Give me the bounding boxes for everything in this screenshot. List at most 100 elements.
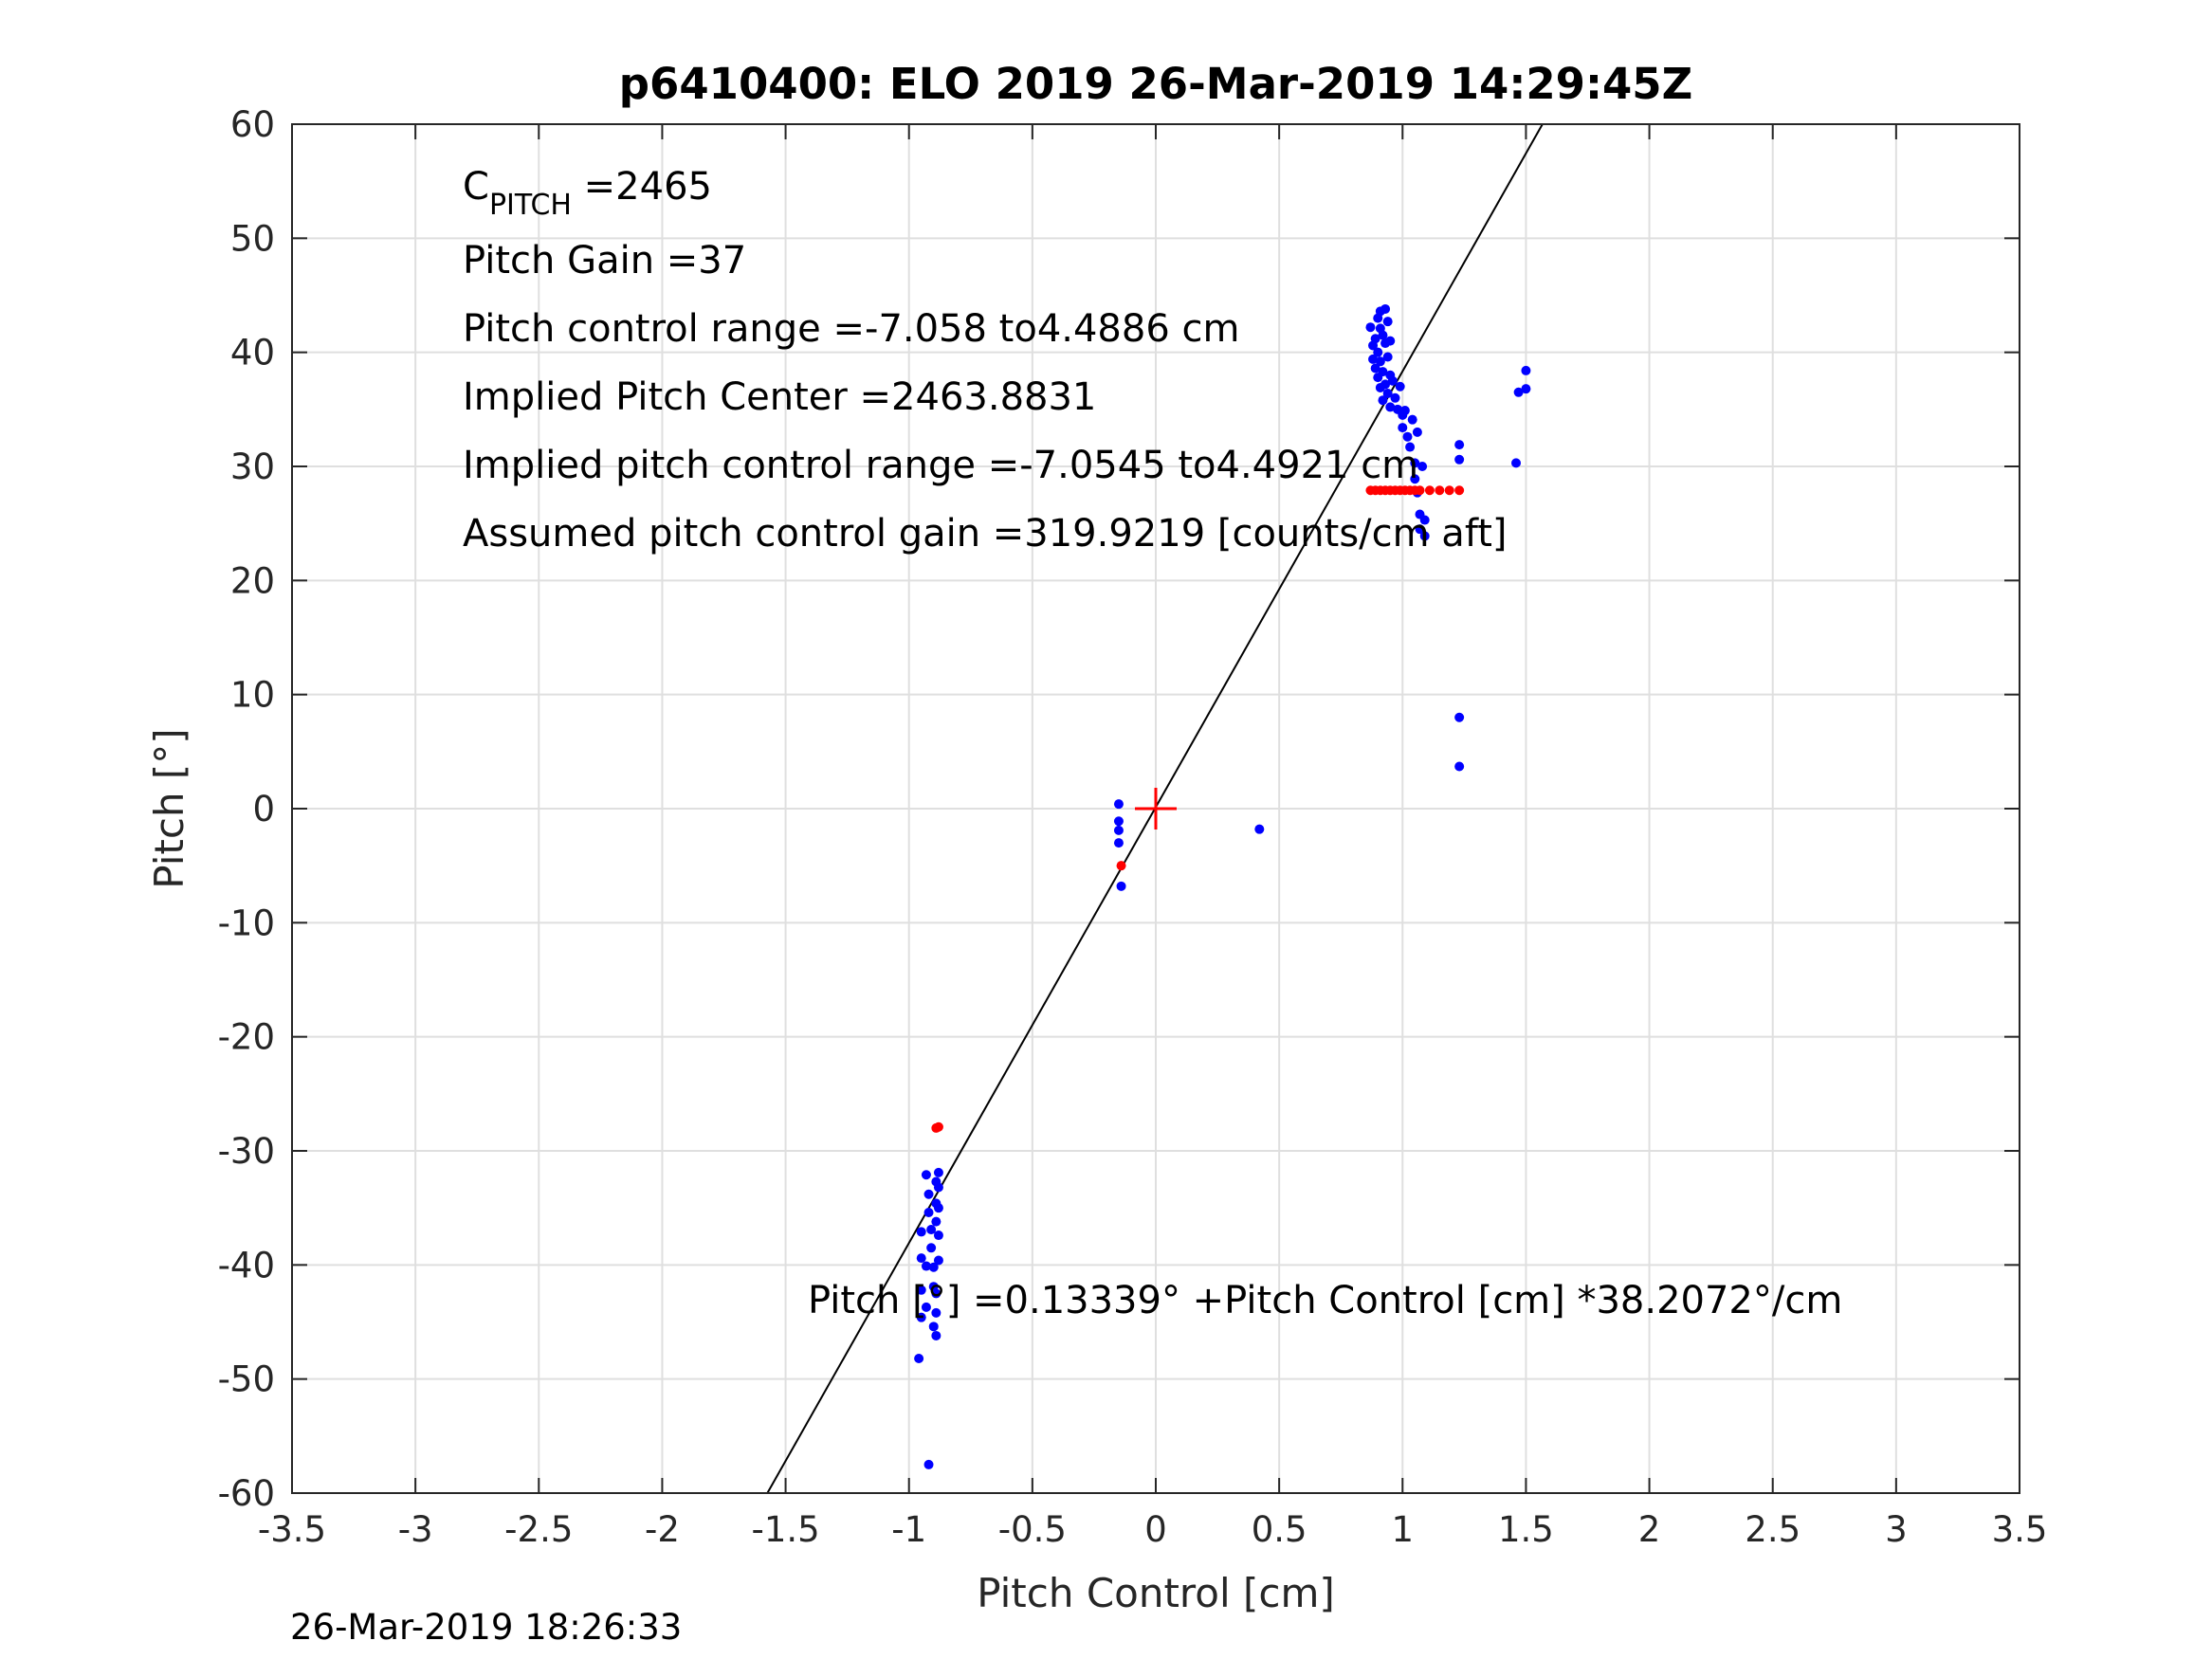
data-point-blue xyxy=(921,1261,931,1271)
data-point-blue xyxy=(1454,761,1465,772)
y-tick-labels: -60 -50 -40 -30 -20 -10 0 10 20 30 40 50 60 xyxy=(218,104,275,1514)
x-tick-label: 2 xyxy=(1638,1509,1661,1550)
y-tick-label: 30 xyxy=(230,447,275,487)
data-point-blue xyxy=(1378,395,1388,406)
data-point-blue xyxy=(923,1459,934,1469)
data-point-blue xyxy=(1454,454,1465,465)
y-tick-label: -30 xyxy=(218,1131,275,1172)
y-tick-label: 40 xyxy=(230,333,275,374)
data-point-blue xyxy=(1454,440,1465,450)
x-tick-labels: -3.5 -3 -2.5 -2 -1.5 -1 -0.5 0 0.5 1 1.5 2 2.5 3 3.5 xyxy=(258,1509,2048,1550)
data-point-blue xyxy=(1521,365,1531,375)
annotation-cpitch: CPITCH =2465 xyxy=(463,165,712,222)
data-point-blue xyxy=(931,1216,941,1227)
data-point-blue xyxy=(1370,363,1380,374)
data-point-blue xyxy=(923,1207,934,1217)
timestamp: 26-Mar-2019 18:26:33 xyxy=(290,1607,682,1648)
data-point-blue xyxy=(1378,367,1388,377)
data-point-blue xyxy=(933,1203,943,1213)
data-point-blue xyxy=(1380,379,1391,390)
center-marker xyxy=(1135,788,1177,830)
data-point-blue xyxy=(1395,381,1405,392)
data-point-blue xyxy=(1407,414,1417,425)
data-point-blue xyxy=(1382,388,1393,398)
x-axis-label: Pitch Control [cm] xyxy=(977,1570,1335,1616)
data-point-red xyxy=(1424,485,1435,496)
data-point-blue xyxy=(916,1253,926,1264)
annotation-implied-pitch-control-range: Implied pitch control range =-7.0545 to4… xyxy=(463,444,1418,487)
data-point-blue xyxy=(1399,406,1410,416)
data-point-red xyxy=(1435,485,1445,496)
data-point-blue xyxy=(1385,336,1396,346)
data-point-blue xyxy=(923,1189,934,1199)
data-point-blue xyxy=(1390,392,1400,403)
x-tick-label: -0.5 xyxy=(998,1509,1067,1550)
data-point-blue xyxy=(916,1312,926,1322)
x-tick-label: 0 xyxy=(1144,1509,1167,1550)
x-tick-label: 3.5 xyxy=(1992,1509,2048,1550)
data-point-blue xyxy=(1113,799,1124,810)
data-point-blue xyxy=(931,1307,941,1318)
annotation-cpitch-value: =2465 xyxy=(572,165,712,209)
data-point-blue xyxy=(1419,515,1430,525)
data-point-blue xyxy=(1365,322,1376,333)
annotation-assumed-gain: Assumed pitch control gain =319.9219 [co… xyxy=(463,512,1507,556)
y-tick-label: -20 xyxy=(218,1017,275,1058)
x-tick-label: -2.5 xyxy=(504,1509,573,1550)
data-point-blue xyxy=(921,1302,931,1312)
data-point-blue xyxy=(1370,334,1380,344)
data-point-blue xyxy=(1382,317,1393,327)
data-point-blue xyxy=(921,1170,931,1180)
y-tick-label: 60 xyxy=(230,104,275,145)
x-tick-label: 0.5 xyxy=(1252,1509,1307,1550)
data-points xyxy=(914,303,1531,1469)
data-point-blue xyxy=(931,1288,941,1299)
data-point-blue xyxy=(1415,524,1425,535)
data-point-blue xyxy=(1402,431,1413,442)
annotations: CPITCH =2465 Pitch Gain =37 Pitch contro… xyxy=(463,165,1842,1322)
data-point-blue xyxy=(914,1354,924,1364)
data-point-red xyxy=(1454,485,1465,496)
data-point-blue xyxy=(1513,387,1524,397)
data-point-blue xyxy=(1113,816,1124,827)
data-point-blue xyxy=(1113,838,1124,848)
data-point-blue xyxy=(1382,352,1393,362)
x-tick-label: 1.5 xyxy=(1498,1509,1554,1550)
y-tick-label: -50 xyxy=(218,1359,275,1400)
data-point-blue xyxy=(926,1243,937,1253)
data-point-blue xyxy=(1378,330,1388,340)
fit-equation: Pitch [°] =0.13339° +Pitch Control [cm] … xyxy=(808,1279,1842,1322)
data-point-blue xyxy=(1254,824,1265,834)
data-point-blue xyxy=(1387,375,1398,386)
x-tick-label: -3 xyxy=(398,1509,433,1550)
data-point-blue xyxy=(926,1225,937,1235)
data-point-blue xyxy=(916,1285,926,1295)
x-tick-label: -3.5 xyxy=(258,1509,326,1550)
data-point-blue xyxy=(931,1330,941,1340)
y-tick-label: 20 xyxy=(230,560,275,601)
data-point-blue xyxy=(933,1231,943,1241)
x-tick-label: -1 xyxy=(891,1509,926,1550)
data-point-blue xyxy=(1385,402,1396,412)
x-tick-label: -2 xyxy=(645,1509,680,1550)
data-point-blue xyxy=(916,1227,926,1237)
y-tick-label: 10 xyxy=(230,675,275,716)
data-point-blue xyxy=(1373,347,1383,357)
data-point-blue xyxy=(1410,474,1420,484)
data-point-red xyxy=(931,1122,941,1133)
y-tick-label: 0 xyxy=(252,789,275,830)
y-tick-label: -60 xyxy=(218,1473,275,1514)
annotation-pitch-control-range: Pitch control range =-7.058 to4.4886 cm xyxy=(463,307,1239,351)
data-point-red xyxy=(1415,485,1425,496)
data-point-blue xyxy=(1412,427,1422,437)
y-tick-label: 50 xyxy=(230,218,275,259)
x-tick-label: 2.5 xyxy=(1745,1509,1801,1550)
data-point-blue xyxy=(1380,303,1391,314)
data-point-blue xyxy=(1419,531,1430,541)
data-point-red xyxy=(1444,485,1454,496)
y-axis-label: Pitch [°] xyxy=(146,728,192,888)
y-tick-label: -40 xyxy=(218,1245,275,1285)
data-point-blue xyxy=(933,1167,943,1177)
annotation-cpitch-main: C xyxy=(463,165,489,209)
